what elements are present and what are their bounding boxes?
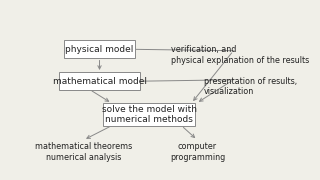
Text: mathematical model: mathematical model [52, 77, 147, 86]
FancyBboxPatch shape [103, 103, 195, 126]
Text: computer
programming: computer programming [170, 142, 225, 162]
FancyBboxPatch shape [59, 72, 140, 90]
FancyBboxPatch shape [64, 40, 135, 58]
Text: verification, and
physical explanation of the results: verification, and physical explanation o… [172, 45, 310, 65]
Text: presentation of results,
visualization: presentation of results, visualization [204, 77, 297, 96]
Text: mathematical theorems
numerical analysis: mathematical theorems numerical analysis [35, 142, 132, 162]
Text: physical model: physical model [65, 45, 134, 54]
Text: solve the model with
numerical methods: solve the model with numerical methods [102, 105, 196, 124]
